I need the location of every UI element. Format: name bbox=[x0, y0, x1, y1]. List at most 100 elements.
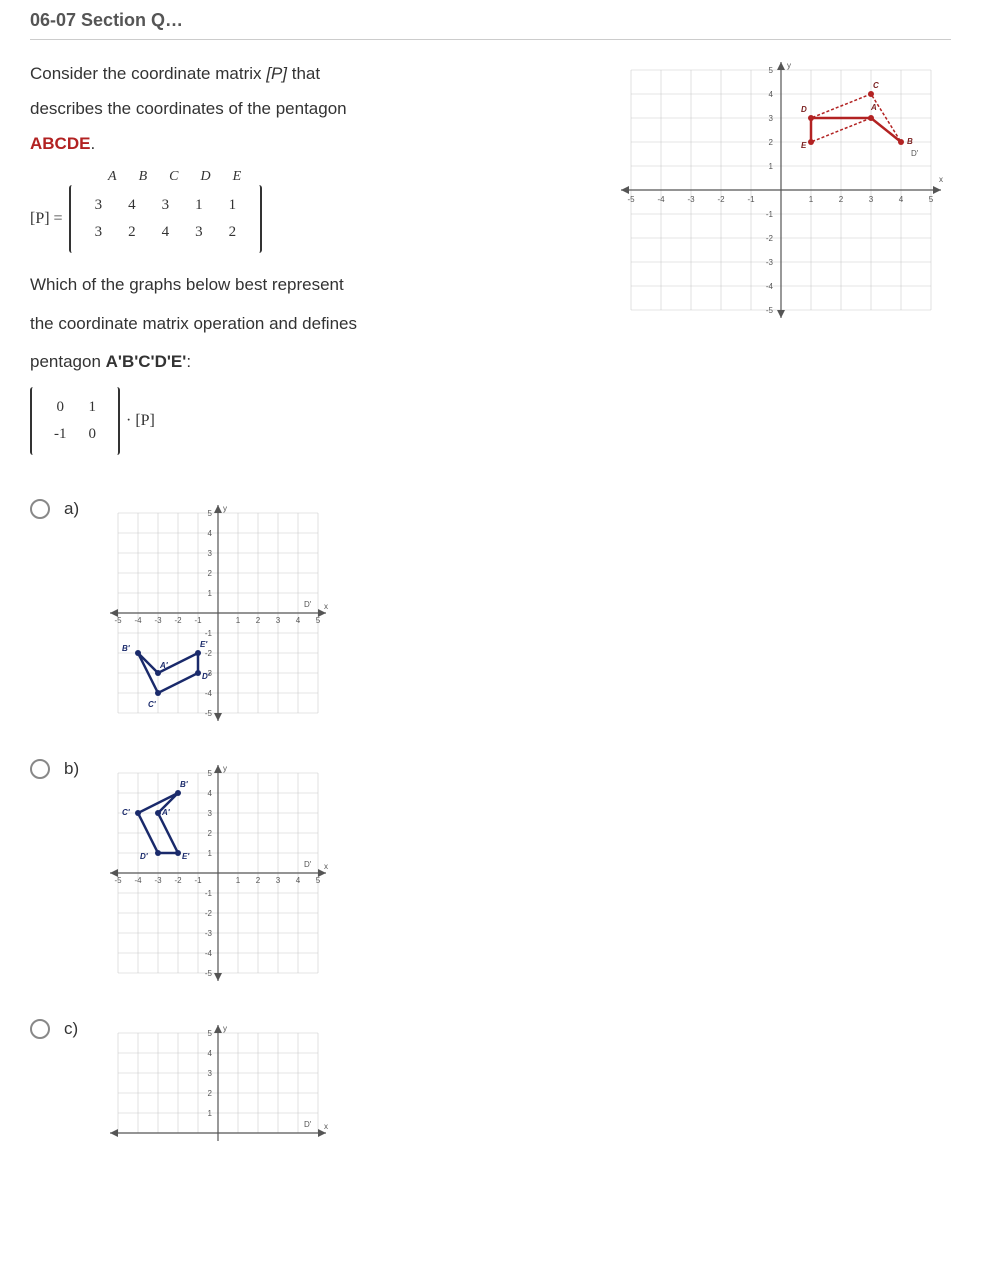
origin-graph-svg: -5-4-3-2-1 12345 54321 -1-2-3-4-5 ABCDE … bbox=[611, 60, 951, 320]
svg-text:1: 1 bbox=[236, 616, 241, 625]
svg-text:3: 3 bbox=[208, 1069, 213, 1078]
svg-text:-5: -5 bbox=[766, 306, 774, 315]
matrix-lhs: [P] = bbox=[30, 210, 63, 228]
period: . bbox=[90, 134, 95, 153]
radio-b-icon[interactable] bbox=[30, 759, 50, 779]
m-0-3: 1 bbox=[183, 193, 215, 218]
svg-text:-2: -2 bbox=[205, 909, 213, 918]
col-a: A bbox=[108, 169, 117, 185]
radio-a-icon[interactable] bbox=[30, 499, 50, 519]
p-matrix: A B C D E [P] = 3 4 3 1 1 bbox=[30, 169, 581, 253]
col-b: B bbox=[139, 169, 148, 185]
t-0-0: 0 bbox=[44, 395, 77, 420]
svg-text:1: 1 bbox=[208, 1109, 213, 1118]
transform-rhs: · [P] bbox=[126, 412, 155, 430]
origin-dprime-label: D' bbox=[911, 149, 919, 158]
svg-text:A: A bbox=[870, 103, 877, 112]
svg-text:-1: -1 bbox=[194, 616, 202, 625]
svg-text:3: 3 bbox=[276, 876, 281, 885]
svg-text:-5: -5 bbox=[114, 616, 122, 625]
svg-text:5: 5 bbox=[208, 509, 213, 518]
transform-bracket: 0 1 -1 0 bbox=[30, 387, 120, 455]
m-1-3: 3 bbox=[183, 220, 215, 245]
svg-text:B: B bbox=[907, 137, 913, 146]
q-l3c: : bbox=[186, 352, 191, 371]
svg-text:-3: -3 bbox=[766, 258, 774, 267]
svg-text:-2: -2 bbox=[174, 876, 182, 885]
matrix-col-headers: A B C D E bbox=[108, 169, 581, 185]
graph-b: -5-4-3-2-112345 54321-1-2-3-4-5 A'B'C'D'… bbox=[98, 753, 338, 993]
col-e: E bbox=[233, 169, 242, 185]
svg-text:A': A' bbox=[161, 808, 171, 817]
m-1-2: 4 bbox=[150, 220, 182, 245]
svg-text:B': B' bbox=[180, 780, 189, 789]
svg-text:4: 4 bbox=[769, 90, 774, 99]
svg-text:2: 2 bbox=[208, 569, 213, 578]
prompt-line-3: ABCDE. bbox=[30, 130, 581, 159]
svg-text:-3: -3 bbox=[687, 195, 695, 204]
graph-c-dprime: D' bbox=[304, 1120, 312, 1129]
svg-text:x: x bbox=[324, 602, 328, 611]
svg-text:y: y bbox=[787, 61, 791, 70]
svg-text:D': D' bbox=[202, 672, 211, 681]
svg-text:-4: -4 bbox=[134, 876, 142, 885]
svg-text:C: C bbox=[873, 81, 879, 90]
svg-text:B': B' bbox=[122, 644, 131, 653]
svg-text:-4: -4 bbox=[766, 282, 774, 291]
svg-text:-3: -3 bbox=[154, 616, 162, 625]
svg-text:4: 4 bbox=[208, 1049, 213, 1058]
t-0-1: 1 bbox=[79, 395, 107, 420]
question-line-1: Which of the graphs below best represent bbox=[30, 271, 581, 300]
m-0-2: 3 bbox=[150, 193, 182, 218]
svg-text:x: x bbox=[324, 1122, 328, 1131]
radio-c-icon[interactable] bbox=[30, 1019, 50, 1039]
m-1-4: 2 bbox=[217, 220, 249, 245]
option-b-label: b) bbox=[64, 759, 84, 779]
svg-text:y: y bbox=[223, 504, 227, 513]
svg-text:2: 2 bbox=[256, 616, 261, 625]
svg-text:D: D bbox=[801, 105, 807, 114]
svg-text:y: y bbox=[223, 1024, 227, 1033]
t-1-0: -1 bbox=[44, 422, 77, 447]
transform-expression: 0 1 -1 0 · [P] bbox=[30, 387, 581, 455]
m-1-0: 3 bbox=[83, 220, 115, 245]
svg-text:2: 2 bbox=[208, 1089, 213, 1098]
graph-a-dprime: D' bbox=[304, 600, 312, 609]
svg-text:-5: -5 bbox=[627, 195, 635, 204]
svg-text:5: 5 bbox=[929, 195, 934, 204]
option-a[interactable]: a) -5-4-3-2-112345 54321-1-2-3-4-5 A'B'C… bbox=[30, 493, 951, 733]
svg-text:1: 1 bbox=[208, 849, 213, 858]
svg-text:5: 5 bbox=[208, 1029, 213, 1038]
prompt-text-1b: that bbox=[287, 64, 320, 83]
svg-text:-2: -2 bbox=[766, 234, 774, 243]
prompt-text-1a: Consider the coordinate matrix bbox=[30, 64, 266, 83]
svg-text:4: 4 bbox=[296, 876, 301, 885]
q-l3a: pentagon bbox=[30, 352, 106, 371]
prompt-line-1: Consider the coordinate matrix [P] that bbox=[30, 60, 581, 89]
option-b[interactable]: b) -5-4-3-2-112345 54321-1-2-3-4-5 A'B'C… bbox=[30, 753, 951, 993]
option-c[interactable]: c) 54321 D' xy bbox=[30, 1013, 951, 1143]
svg-text:1: 1 bbox=[208, 589, 213, 598]
svg-text:4: 4 bbox=[296, 616, 301, 625]
svg-text:-3: -3 bbox=[154, 876, 162, 885]
svg-text:1: 1 bbox=[236, 876, 241, 885]
svg-text:3: 3 bbox=[769, 114, 774, 123]
matrix-bracket: 3 4 3 1 1 3 2 4 3 2 bbox=[69, 185, 263, 253]
svg-text:3: 3 bbox=[869, 195, 874, 204]
svg-text:x: x bbox=[324, 862, 328, 871]
svg-text:4: 4 bbox=[208, 789, 213, 798]
svg-text:5: 5 bbox=[769, 66, 774, 75]
col-c: C bbox=[169, 169, 178, 185]
m-1-1: 2 bbox=[116, 220, 148, 245]
svg-text:-4: -4 bbox=[205, 949, 213, 958]
svg-text:-3: -3 bbox=[205, 929, 213, 938]
svg-text:A': A' bbox=[159, 661, 169, 670]
graph-b-dprime: D' bbox=[304, 860, 312, 869]
p-symbol: [P] bbox=[266, 64, 287, 83]
svg-text:5: 5 bbox=[208, 769, 213, 778]
prompt-line-2: describes the coordinates of the pentago… bbox=[30, 95, 581, 124]
svg-text:E': E' bbox=[200, 640, 208, 649]
graph-a: -5-4-3-2-112345 54321-1-2-3-4-5 A'B'C'D'… bbox=[98, 493, 338, 733]
svg-text:-4: -4 bbox=[205, 689, 213, 698]
svg-text:2: 2 bbox=[839, 195, 844, 204]
